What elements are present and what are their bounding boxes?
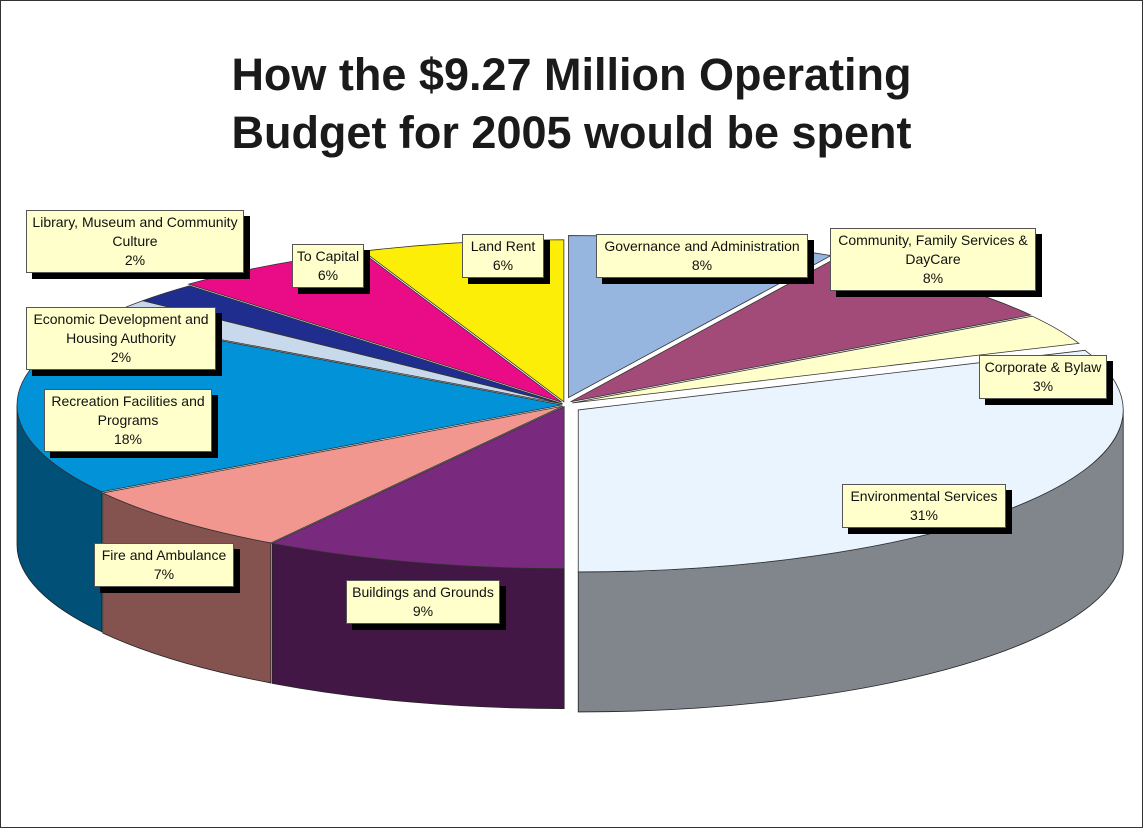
data-label-econ: Economic Development and Housing Authorit… [26, 307, 216, 370]
label-percent-rec: 18% [113, 431, 143, 447]
label-name-corp-0: Corporate & Bylaw [984, 359, 1102, 375]
data-label-land: Land Rent 6% [462, 234, 544, 278]
data-label-gov: Governance and Administration 8% [596, 234, 808, 278]
label-name-env-0: Environmental Services [850, 488, 998, 504]
label-percent-land: 6% [492, 257, 514, 273]
label-percent-fire: 7% [153, 566, 175, 582]
label-percent-bld: 9% [412, 603, 434, 619]
chart-title-line-2: Budget for 2005 would be spent [231, 107, 912, 158]
label-name-cfs-1: DayCare [905, 251, 961, 267]
label-percent-corp: 3% [1032, 378, 1054, 394]
label-percent-cap: 6% [317, 267, 339, 283]
slice-fire [101, 405, 564, 544]
chart-title-line-1: How the $9.27 Million Operating [231, 49, 912, 100]
data-label-env: Environmental Services 31% [842, 484, 1006, 528]
label-name-cap-0: To Capital [296, 248, 360, 264]
label-name-rec-1: Programs [97, 412, 159, 428]
data-label-lib: Library, Museum and Community Culture 2% [26, 210, 244, 273]
label-name-lib-1: Culture [112, 233, 158, 249]
slice-land [362, 239, 565, 403]
label-percent-cfs: 8% [922, 270, 944, 286]
data-label-fire: Fire and Ambulance 7% [94, 543, 234, 587]
label-name-lib-0: Library, Museum and Community [32, 214, 238, 230]
data-label-cap: To Capital 6% [292, 244, 364, 288]
data-label-bld: Buildings and Grounds 9% [346, 580, 500, 624]
data-label-corp: Corporate & Bylaw 3% [979, 355, 1107, 399]
label-name-gov-0: Governance and Administration [604, 238, 800, 254]
chart-title: How the $9.27 Million Operating Budget f… [0, 46, 1143, 162]
data-label-rec: Recreation Facilities and Programs 18% [44, 389, 212, 452]
label-name-econ-1: Housing Authority [66, 330, 176, 346]
label-name-econ-0: Economic Development and [33, 311, 209, 327]
slice-bld [270, 405, 565, 569]
label-percent-econ: 2% [110, 349, 132, 365]
label-name-rec-0: Recreation Facilities and [51, 393, 205, 409]
slice-lib [141, 285, 563, 405]
data-label-cfs: Community, Family Services & DayCare 8% [830, 228, 1036, 291]
slice-corp [572, 315, 1080, 404]
label-name-bld-0: Buildings and Grounds [352, 584, 494, 600]
label-percent-gov: 8% [691, 257, 713, 273]
label-name-cfs-0: Community, Family Services & [838, 232, 1028, 248]
label-name-fire-0: Fire and Ambulance [101, 547, 227, 563]
label-percent-lib: 2% [124, 252, 146, 268]
label-name-land-0: Land Rent [470, 238, 536, 254]
label-percent-env: 31% [909, 507, 939, 523]
